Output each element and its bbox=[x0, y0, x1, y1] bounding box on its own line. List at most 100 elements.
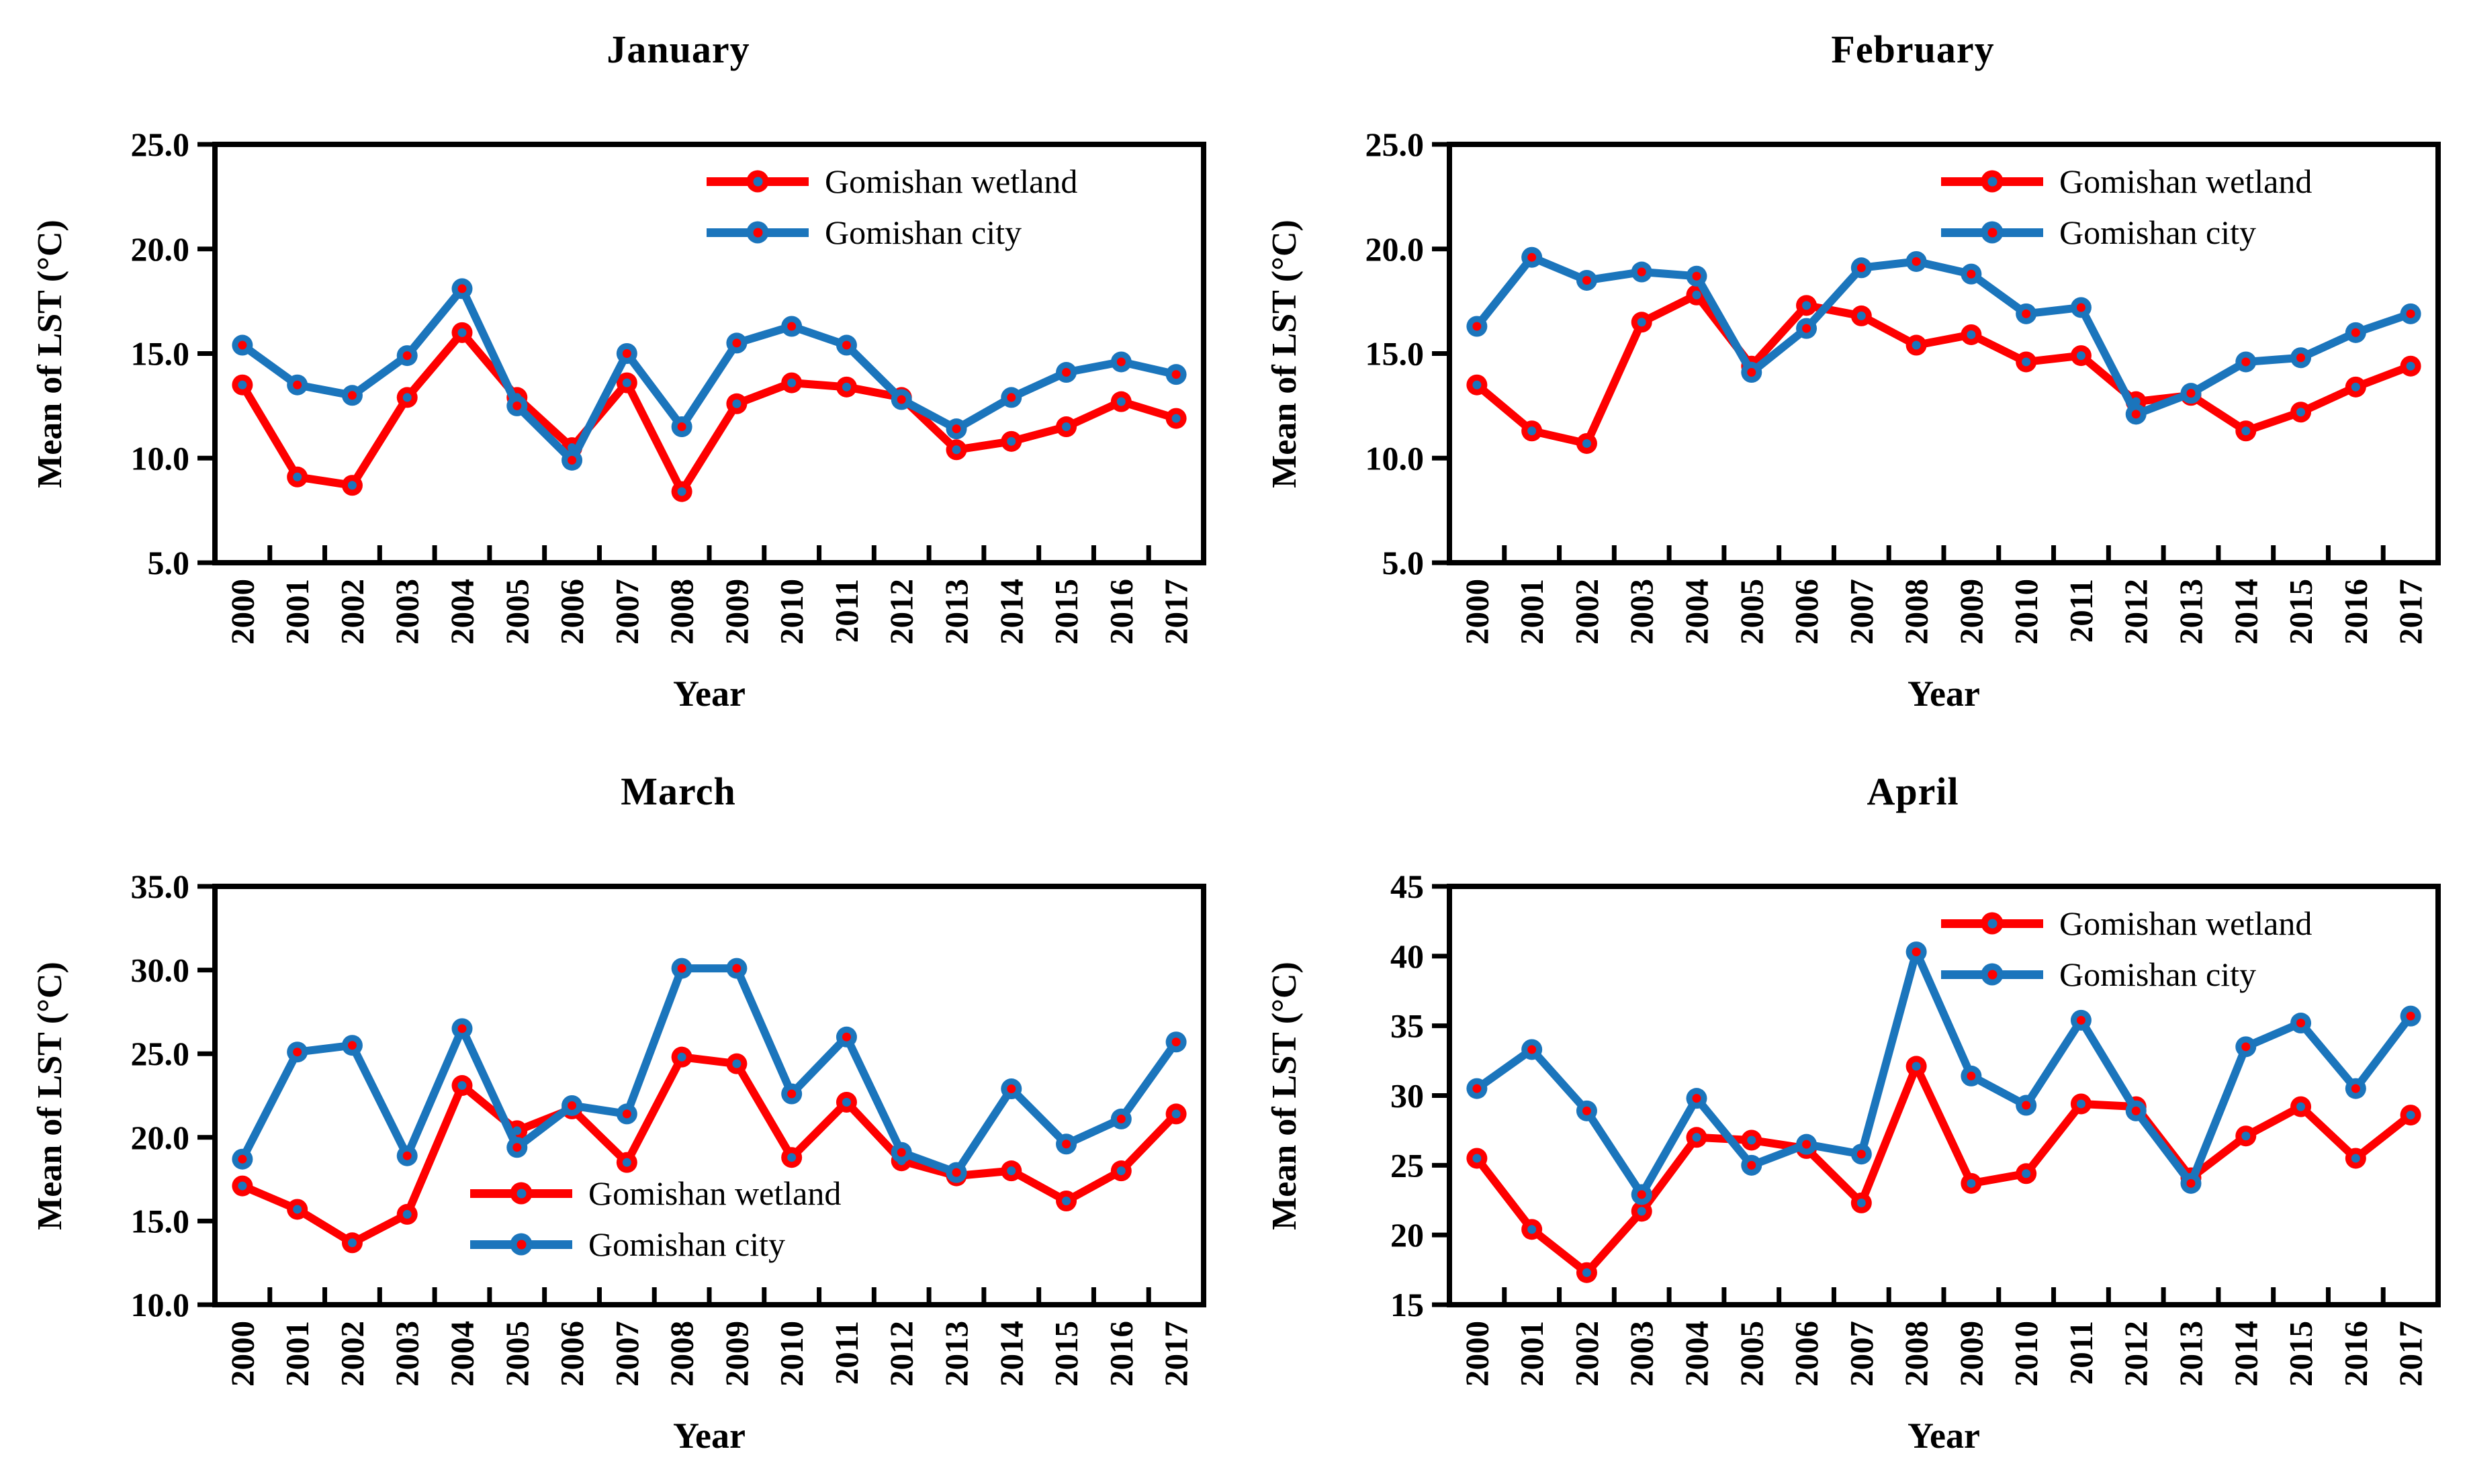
wetland-marker-dot bbox=[2022, 1169, 2031, 1178]
x-tick-label: 2007 bbox=[1843, 579, 1880, 645]
wetland-marker-dot bbox=[1967, 330, 1976, 339]
legend: Gomishan wetland Gomishan city bbox=[707, 161, 1077, 252]
wetland-marker-dot bbox=[1116, 397, 1126, 406]
x-axis-title: Year bbox=[673, 1416, 746, 1456]
legend-label-wetland: Gomishan wetland bbox=[825, 163, 1078, 200]
city-marker-icon bbox=[1981, 963, 2004, 986]
wetland-marker-dot bbox=[1967, 1178, 1976, 1188]
series-city-line bbox=[1472, 253, 2415, 418]
city-marker-dot bbox=[2076, 1015, 2085, 1025]
wetland-marker-dot bbox=[1692, 1133, 1701, 1142]
x-tick-label: 2005 bbox=[1733, 579, 1770, 645]
x-tick-label: 2013 bbox=[2173, 579, 2210, 645]
x-tick-label: 2011 bbox=[828, 1321, 865, 1385]
city-marker-dot bbox=[622, 349, 631, 358]
wetland-marker-dot bbox=[1802, 301, 1811, 310]
city-marker-dot bbox=[1802, 1140, 1811, 1149]
city-marker-dot bbox=[1171, 370, 1181, 379]
legend-label-city: Gomishan city bbox=[2059, 214, 2257, 251]
wetland-marker-dot bbox=[1856, 1198, 1866, 1207]
y-tick-label: 10.0 bbox=[1365, 439, 1425, 477]
y-tick-label: 25 bbox=[1390, 1146, 1424, 1184]
wetland-marker-dot bbox=[2351, 1154, 2360, 1163]
legend-item-city: Gomishan city bbox=[707, 212, 1077, 252]
x-tick-label: 2002 bbox=[1568, 1321, 1605, 1387]
city-marker-dot bbox=[568, 1101, 577, 1110]
city-marker-dot bbox=[1967, 1071, 1976, 1080]
x-tick-label: 2017 bbox=[1158, 1321, 1195, 1387]
city-marker-dot bbox=[842, 340, 851, 350]
legend-line-wetland bbox=[1941, 170, 2043, 193]
series-city bbox=[232, 278, 1187, 471]
x-tick-label: 2016 bbox=[2337, 579, 2374, 645]
x-tick-label: 2006 bbox=[553, 1321, 590, 1387]
wetland-marker-dot bbox=[1582, 438, 1591, 448]
wetland-marker-dot bbox=[1472, 1154, 1482, 1163]
x-tick-labels: 2000 2001 2002 2003 2004 2005 2006 2007 2008 2009… bbox=[1458, 1321, 2429, 1387]
series-city bbox=[1466, 246, 2421, 425]
x-tick-label: 2006 bbox=[1788, 579, 1825, 645]
city-marker-dot bbox=[1856, 263, 1866, 273]
y-tick-label: 35.0 bbox=[131, 868, 190, 905]
legend-item-wetland: Gomishan wetland bbox=[1941, 161, 2312, 201]
city-marker-dot bbox=[1116, 1114, 1126, 1123]
city-marker-dot bbox=[347, 1041, 357, 1050]
x-tick-label: 2015 bbox=[2282, 579, 2319, 645]
x-tick-label: 2017 bbox=[2392, 1321, 2429, 1387]
x-tick-label: 2010 bbox=[2008, 1321, 2045, 1387]
legend-line-city bbox=[707, 221, 809, 244]
chart-title-february: February bbox=[1831, 28, 1995, 71]
y-tick-label: 5.0 bbox=[148, 544, 190, 582]
series-city bbox=[1466, 941, 2421, 1205]
wetland-marker-dot bbox=[952, 445, 961, 455]
x-tick-label: 2006 bbox=[1788, 1321, 1825, 1387]
city-marker-dot bbox=[512, 401, 522, 410]
wetland-marker-dot bbox=[402, 1209, 412, 1219]
x-tick-label: 2011 bbox=[828, 579, 865, 643]
x-tick-label: 2003 bbox=[389, 1321, 426, 1387]
city-marker-dot bbox=[677, 422, 686, 432]
city-marker-dot bbox=[1582, 275, 1591, 285]
x-tick-label: 2007 bbox=[1843, 1321, 1880, 1387]
y-tick-label: 5.0 bbox=[1382, 544, 1425, 582]
legend: Gomishan wetland Gomishan city bbox=[1941, 161, 2312, 252]
city-marker-dot bbox=[402, 1151, 412, 1160]
wetland-marker-dot bbox=[1007, 436, 1016, 446]
city-marker-dot bbox=[732, 338, 742, 348]
x-tick-label: 2012 bbox=[2118, 579, 2155, 645]
wetland-marker-dot bbox=[1637, 318, 1646, 327]
wetland-marker-dot bbox=[732, 399, 742, 408]
x-tick-label: 2016 bbox=[1103, 579, 1140, 645]
city-marker-dot bbox=[2241, 357, 2251, 367]
x-tick-label: 2017 bbox=[1158, 579, 1195, 645]
x-tick-label: 2009 bbox=[1952, 579, 1989, 645]
wetland-marker-dot bbox=[2241, 1131, 2251, 1141]
y-tick-label: 15.0 bbox=[1365, 335, 1425, 373]
x-tick-label: 2004 bbox=[444, 579, 481, 645]
city-marker-dot bbox=[568, 455, 577, 465]
series-wetland-line bbox=[1472, 291, 2415, 448]
wetland-marker-dot bbox=[622, 1158, 631, 1167]
plot-border bbox=[212, 142, 1206, 565]
chart-title-april: April bbox=[1867, 770, 1959, 813]
y-tick-label: 20.0 bbox=[1365, 230, 1425, 268]
x-tick-label: 2000 bbox=[224, 1321, 261, 1387]
x-tick-label: 2002 bbox=[334, 1321, 371, 1387]
wetland-marker-dot bbox=[677, 487, 686, 496]
city-marker-dot bbox=[512, 1143, 522, 1152]
x-tick-label: 2002 bbox=[1568, 579, 1605, 645]
wetland-marker-icon bbox=[510, 1182, 533, 1205]
legend-item-city: Gomishan city bbox=[1941, 212, 2312, 252]
wetland-marker-dot bbox=[787, 378, 797, 387]
x-tick-label: 2016 bbox=[2337, 1321, 2374, 1387]
wetland-marker-dot bbox=[1007, 1166, 1016, 1176]
city-marker-icon bbox=[510, 1233, 533, 1256]
x-tick-label: 2001 bbox=[279, 1321, 316, 1387]
x-tick-labels: 2000 2001 2002 2003 2004 2005 2006 2007 2008 2009… bbox=[224, 579, 1194, 645]
city-marker-dot bbox=[347, 391, 357, 400]
legend: Gomishan wetland Gomishan city bbox=[470, 1173, 841, 1264]
legend-line-wetland bbox=[707, 170, 809, 193]
wetland-marker-dot bbox=[2296, 408, 2306, 417]
